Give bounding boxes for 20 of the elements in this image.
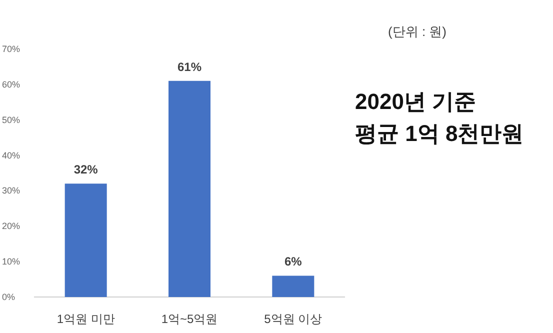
data-label: 61% — [177, 60, 202, 74]
data-label: 6% — [284, 254, 302, 269]
bar — [64, 184, 107, 297]
x-tick-label: 1억원 미만 — [56, 312, 115, 326]
y-tick-label: 70% — [2, 44, 20, 54]
text: 2020년 기준 — [355, 89, 476, 114]
bar — [168, 80, 210, 297]
data-label: 32% — [74, 162, 98, 177]
text: 평균 1억 8천만원 — [355, 121, 524, 146]
text: (단위 : 원) — [388, 24, 446, 39]
y-tick-label: 20% — [2, 221, 20, 232]
y-tick-label: 30% — [2, 186, 20, 196]
y-tick-label: 60% — [2, 79, 20, 90]
y-tick-label: 40% — [2, 150, 20, 160]
bar — [272, 276, 314, 297]
y-tick-label: 0% — [2, 292, 16, 302]
x-tick-label: 5억원 이상 — [264, 312, 322, 326]
y-tick-label: 10% — [2, 256, 20, 267]
y-tick-label: 50% — [2, 114, 20, 125]
x-tick-label: 1억~5억원 — [161, 312, 218, 326]
